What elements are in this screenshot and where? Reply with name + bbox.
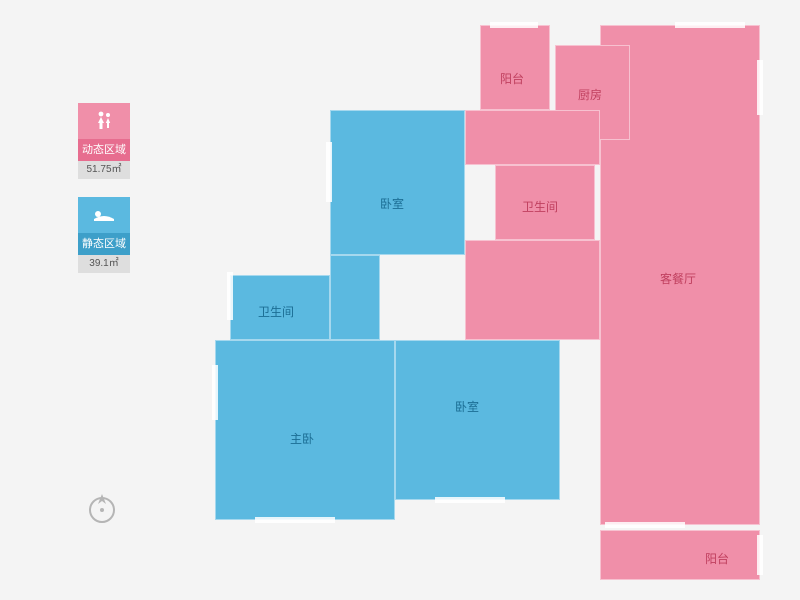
people-icon [92, 109, 116, 133]
room-bed2 [395, 340, 560, 500]
legend: 动态区域 51.75㎡ 静态区域 39.1㎡ [78, 103, 130, 291]
legend-static-value: 39.1㎡ [78, 255, 130, 273]
window-strip [605, 522, 685, 528]
legend-static: 静态区域 39.1㎡ [78, 197, 130, 273]
room-bath2 [230, 275, 330, 340]
window-strip [212, 365, 218, 420]
room-master [215, 340, 395, 520]
legend-dynamic-icon [78, 103, 130, 139]
window-strip [757, 60, 763, 115]
room-hall_blue [330, 255, 380, 340]
legend-dynamic-value: 51.75㎡ [78, 161, 130, 179]
window-strip [227, 272, 233, 320]
window-strip [255, 517, 335, 523]
room-hall_mid [465, 240, 600, 340]
window-strip [757, 535, 763, 575]
window-strip [435, 497, 505, 503]
room-balcony1 [480, 25, 550, 110]
room-hall_up [465, 110, 600, 165]
legend-dynamic: 动态区域 51.75㎡ [78, 103, 130, 179]
legend-dynamic-title: 动态区域 [78, 139, 130, 161]
room-balcony2 [600, 530, 760, 580]
floorplan: 客餐厅阳台厨房卫生间阳台卧室卫生间卧室主卧 [200, 20, 760, 580]
window-strip [675, 22, 745, 28]
legend-static-icon [78, 197, 130, 233]
window-strip [490, 22, 538, 28]
compass-icon [84, 490, 120, 531]
legend-static-title: 静态区域 [78, 233, 130, 255]
room-bath1 [495, 165, 595, 240]
room-bed1 [330, 110, 465, 255]
sleep-icon [91, 205, 117, 225]
window-strip [326, 142, 332, 202]
